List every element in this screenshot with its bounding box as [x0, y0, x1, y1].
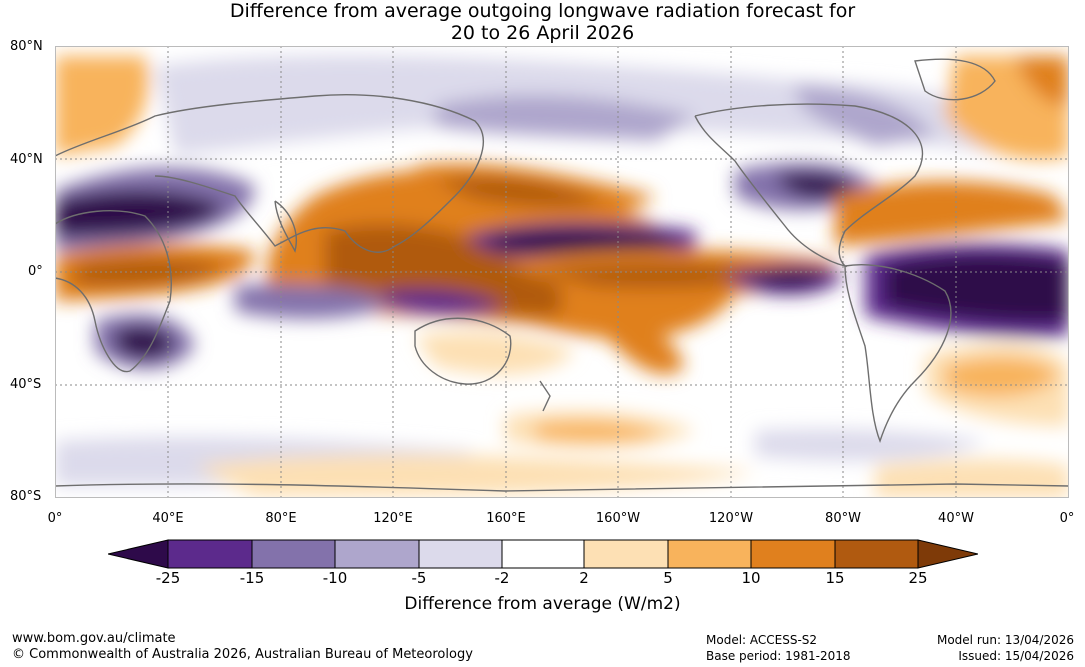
- lon-label-80w: 80°W: [825, 511, 861, 526]
- lat-label-40n: 40°N: [10, 152, 43, 167]
- colorbar-arrow-left: [108, 539, 169, 569]
- lon-label-120e: 120°E: [373, 511, 413, 526]
- colorbar-segment-1: [167, 539, 253, 569]
- lon-label-0: 0°: [47, 511, 63, 526]
- lon-label-80e: 80°E: [265, 511, 297, 526]
- colorbar-segment-8: [750, 539, 836, 569]
- lat-label-80n: 80°N: [10, 39, 43, 54]
- website-link[interactable]: www.bom.gov.au/climate: [12, 631, 176, 646]
- lon-label-160e: 160°E: [486, 511, 526, 526]
- lon-label-0-right: 0°: [1059, 511, 1075, 526]
- map-frame: [55, 46, 1069, 498]
- base-period: Base period: 1981-2018: [706, 649, 851, 663]
- colorbar: [108, 539, 978, 569]
- colorbar-tick-6: 2: [579, 569, 589, 587]
- title-line-1: Difference from average outgoing longwav…: [229, 0, 856, 22]
- graticule: [55, 46, 1069, 498]
- copyright-text: © Commonwealth of Australia 2026, Austra…: [12, 647, 473, 662]
- colorbar-tick-2: -15: [239, 569, 265, 587]
- coastlines: [55, 58, 1069, 492]
- lat-label-40s: 40°S: [10, 377, 42, 392]
- lon-label-40e: 40°E: [152, 511, 184, 526]
- lon-label-40w: 40°W: [938, 511, 974, 526]
- model-name: Model: ACCESS-S2: [706, 633, 818, 647]
- chart-title: Difference from average outgoing longwav…: [0, 0, 1085, 44]
- colorbar-segment-6: [583, 539, 669, 569]
- colorbar-tick-10: 25: [908, 569, 928, 587]
- colorbar-segment-9: [834, 539, 919, 569]
- colorbar-segment-5: [501, 539, 585, 569]
- colorbar-tick-7: 5: [663, 569, 673, 587]
- colorbar-tick-3: -10: [322, 569, 348, 587]
- colorbar-tick-1: -25: [155, 569, 181, 587]
- colorbar-tick-9: 15: [825, 569, 845, 587]
- colorbar-segment-2: [251, 539, 336, 569]
- colorbar-segment-7: [667, 539, 752, 569]
- olr-anomaly-map: [55, 46, 1069, 498]
- colorbar-tick-8: 10: [741, 569, 761, 587]
- lat-label-80s: 80°S: [10, 489, 42, 504]
- colorbar-label: Difference from average (W/m2): [404, 594, 681, 614]
- colorbar-tick-4: -5: [411, 569, 427, 587]
- colorbar-segment-4: [418, 539, 503, 569]
- lon-label-120w: 120°W: [708, 511, 754, 526]
- title-line-2: 20 to 26 April 2026: [450, 22, 635, 44]
- lat-label-0: 0°: [28, 264, 43, 279]
- colorbar-tick-5: -2: [494, 569, 510, 587]
- model-run-date: Model run: 13/04/2026: [936, 633, 1074, 647]
- lon-label-160w: 160°W: [595, 511, 641, 526]
- colorbar-segment-3: [334, 539, 420, 569]
- issued-date: Issued: 15/04/2026: [958, 649, 1074, 663]
- colorbar-arrow-right: [917, 539, 978, 569]
